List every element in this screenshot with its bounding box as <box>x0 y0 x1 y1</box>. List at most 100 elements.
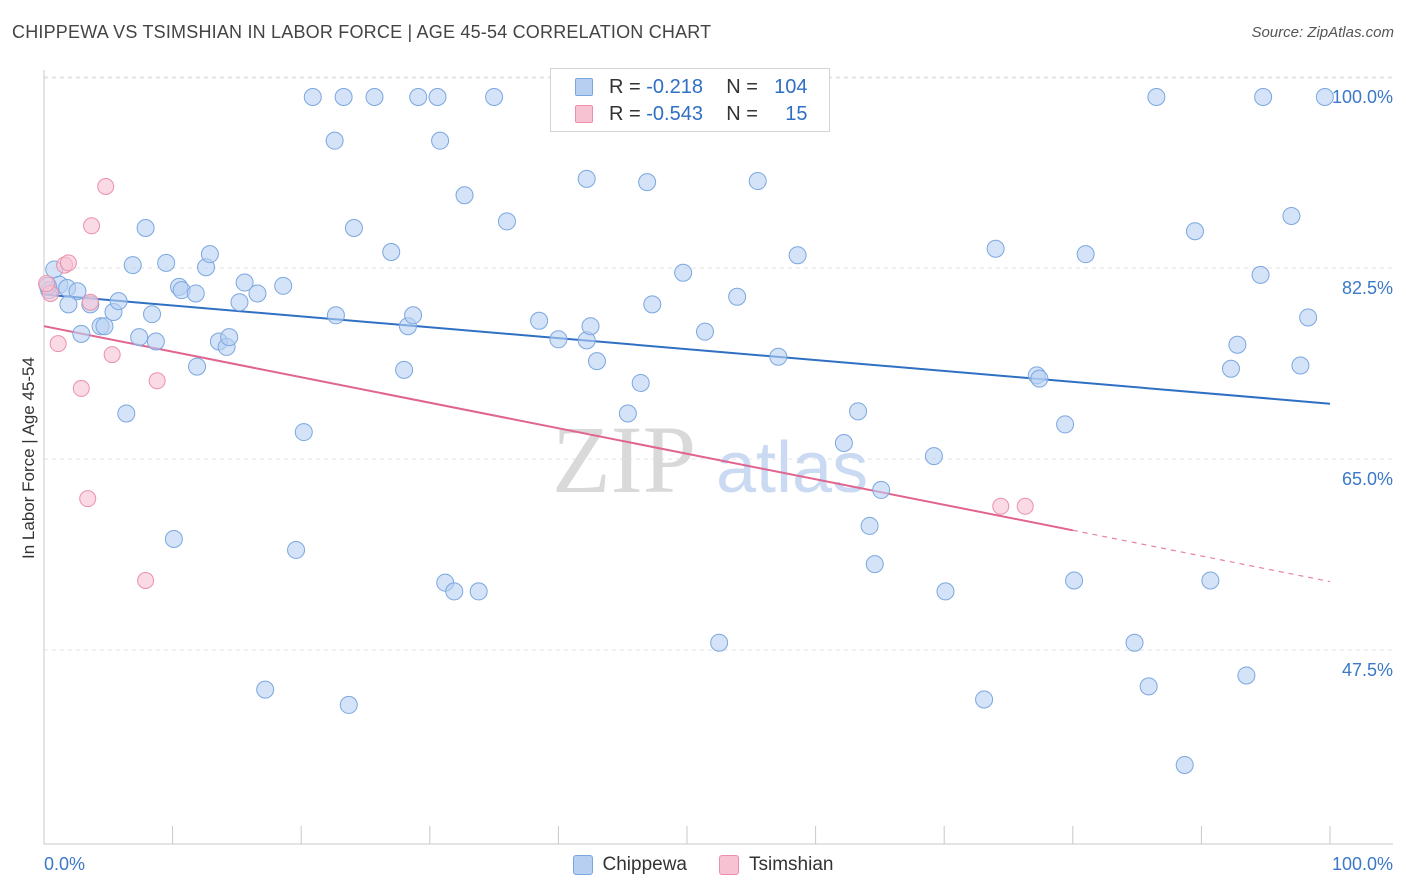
chippewa-point <box>287 540 306 559</box>
axes <box>43 70 1393 845</box>
chippewa-point <box>587 352 606 371</box>
legend-r-label: R = <box>609 75 641 98</box>
chippewa-point <box>748 172 767 191</box>
chippewa-point <box>164 530 183 549</box>
tsimshian-point <box>97 177 115 195</box>
tsimshian-point <box>103 346 121 364</box>
chippewa-point <box>638 173 657 192</box>
legend-swatch-chippewa <box>572 855 593 875</box>
chippewa-point <box>325 131 344 150</box>
legend-n-value: 15 <box>785 102 808 125</box>
chippewa-point <box>936 582 955 601</box>
chippewa-point <box>975 690 994 709</box>
chippewa-point <box>117 404 136 423</box>
tsimshian-point <box>137 572 155 590</box>
legend-label-tsimshian: Tsimshian <box>749 854 834 875</box>
legend-r-value: -0.218 <box>646 75 703 98</box>
legend-r-label: R = <box>609 102 641 125</box>
chippewa-point <box>220 328 239 347</box>
tsimshian-point <box>83 217 101 235</box>
chippewa-point <box>860 516 879 535</box>
chippewa-point <box>1315 88 1334 106</box>
chippewa-point <box>294 423 313 442</box>
tick-labels: 100.0% 82.5% 65.0% 47.5% 0.0% 100.0% <box>44 87 1393 874</box>
chippewa-point <box>230 293 249 312</box>
legend-label-chippewa: Chippewa <box>602 854 688 875</box>
chart-title: CHIPPEWA VS TSIMSHIAN IN LABOR FORCE | A… <box>12 22 712 42</box>
chippewa-point <box>404 306 423 325</box>
y-axis-label: In Labor Force | Age 45-54 <box>19 357 38 559</box>
chippewa-point <box>834 433 853 452</box>
chippewa-point <box>530 311 549 330</box>
chippewa-point <box>274 276 293 295</box>
chippewa-point <box>136 218 155 237</box>
legend-item-chippewa[interactable]: Chippewa <box>572 854 688 876</box>
chippewa-point <box>339 695 358 714</box>
chippewa-point <box>1237 666 1256 685</box>
chippewa-point <box>865 555 884 574</box>
legend-r-value: -0.543 <box>646 102 703 125</box>
trend-line-chippewa <box>43 293 1331 405</box>
legend-row-chippewa: R = -0.218 N = 104 <box>575 75 808 99</box>
legend-n-label: N = <box>726 102 758 125</box>
y-tick-label: 47.5% <box>1342 660 1393 680</box>
tsimshian-point <box>38 275 56 293</box>
chippewa-point <box>469 582 488 601</box>
chippewa-point <box>431 131 450 150</box>
stats-legend: R = -0.218 N = 104 R = -0.543 N = 15 <box>550 68 830 132</box>
chippewa-point <box>1291 356 1310 375</box>
legend-row-tsimshian: R = -0.543 N = 15 <box>575 102 808 126</box>
chippewa-point <box>1139 677 1158 696</box>
chippewa-point <box>924 447 943 466</box>
trend-line-tsimshian-extension <box>1072 529 1331 583</box>
legend-item-tsimshian[interactable]: Tsimshian <box>719 854 833 876</box>
chippewa-point <box>710 633 729 652</box>
chippewa-point <box>1125 633 1144 652</box>
y-tick-label: 82.5% <box>1342 278 1393 298</box>
chippewa-point <box>365 88 384 106</box>
chippewa-point <box>455 186 474 205</box>
chippewa-point <box>146 332 165 351</box>
chippewa-point <box>143 305 162 324</box>
source-label: Source: ZipAtlas.com <box>1251 24 1394 41</box>
tsimshian-point <box>1016 497 1034 515</box>
x-tick-label: 0.0% <box>44 854 85 874</box>
legend-swatch-tsimshian <box>575 105 593 123</box>
chippewa-point <box>409 88 428 106</box>
chippewa-point <box>188 357 207 376</box>
chippewa-point <box>485 88 504 106</box>
tsimshian-point <box>992 497 1010 515</box>
chippewa-point <box>428 88 447 106</box>
chippewa-point <box>631 373 650 392</box>
chippewa-point <box>1282 206 1301 225</box>
data-points <box>38 88 1334 774</box>
chippewa-point <box>1030 369 1049 388</box>
chippewa-point <box>549 330 568 349</box>
chippewa-point <box>1175 755 1194 774</box>
chippewa-point <box>849 402 868 421</box>
tsimshian-point <box>79 490 97 508</box>
legend-swatch-tsimshian <box>719 855 739 875</box>
chippewa-point <box>1056 415 1075 434</box>
x-tick-label: 100.0% <box>1332 854 1393 874</box>
gridlines <box>44 76 1394 651</box>
chippewa-point <box>1221 359 1240 378</box>
chippewa-point <box>1201 571 1220 590</box>
tsimshian-point <box>81 293 99 311</box>
trend-line-tsimshian <box>43 325 1073 532</box>
chippewa-point <box>235 273 254 292</box>
chippewa-point <box>72 324 91 343</box>
chippewa-point <box>728 287 747 306</box>
chippewa-point <box>382 242 401 261</box>
chippewa-point <box>643 295 662 314</box>
series-legend: Chippewa Tsimshian <box>0 850 1406 880</box>
chippewa-point <box>872 480 891 499</box>
chippewa-point <box>1065 571 1084 590</box>
y-tick-label: 100.0% <box>1332 87 1393 107</box>
watermark-zip: ZIP <box>552 406 696 513</box>
chippewa-point <box>674 263 693 282</box>
chippewa-point <box>577 169 596 188</box>
chippewa-point <box>1254 88 1273 106</box>
chippewa-point <box>200 245 219 264</box>
